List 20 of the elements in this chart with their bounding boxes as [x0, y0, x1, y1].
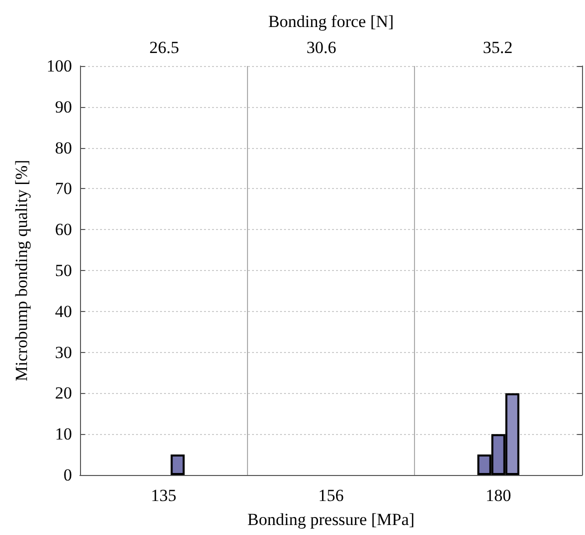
y-tick-label: 70 — [55, 179, 72, 198]
y-tick-label: 50 — [55, 261, 72, 280]
x-axis-title: Bonding pressure [MPa] — [247, 510, 415, 529]
y-tick-label: 40 — [55, 302, 72, 321]
y-axis-title: Microbump bonding quality [%] — [12, 160, 31, 382]
x-tick-label: 156 — [318, 486, 344, 505]
y-tick-label: 20 — [55, 384, 72, 403]
x2-tick-label: 30.6 — [306, 38, 336, 57]
y-tick-label: 80 — [55, 138, 72, 158]
x2-tick-label: 26.5 — [149, 38, 180, 57]
y-tick-label: 10 — [55, 424, 72, 444]
x-tick-label: 135 — [150, 486, 176, 505]
x-tick-label: 180 — [486, 486, 512, 505]
y-tick-label: 60 — [55, 220, 72, 240]
y-tick-label: 100 — [46, 56, 72, 76]
x2-tick-label: 35.2 — [482, 38, 513, 57]
y-tick-label: 90 — [55, 97, 72, 116]
y-tick-label: 0 — [64, 466, 72, 484]
y-tick-label: 30 — [55, 342, 72, 362]
x2-axis-title: Bonding force [N] — [268, 12, 394, 31]
